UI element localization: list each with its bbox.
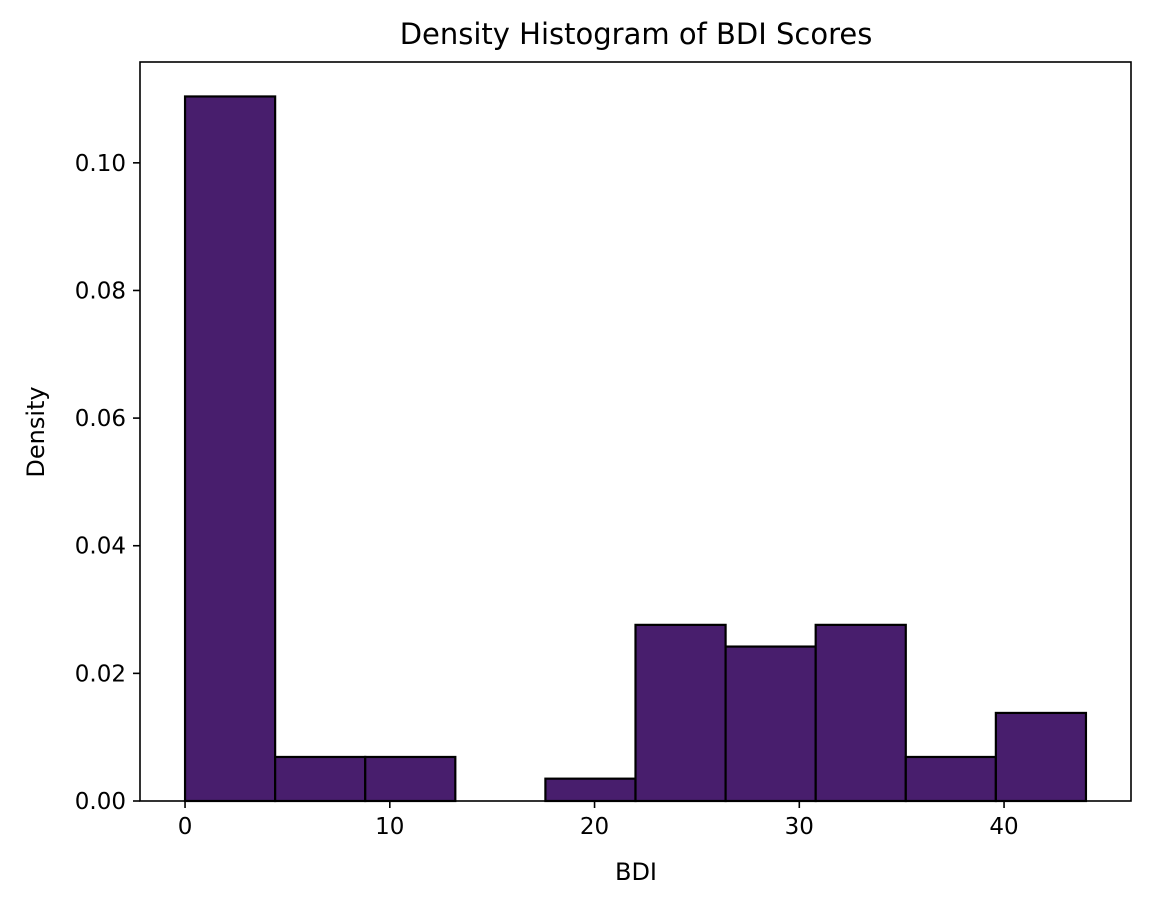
histogram-bar xyxy=(274,755,367,803)
y-tick-label: 0.06 xyxy=(75,406,126,432)
histogram-bar xyxy=(183,95,277,803)
x-tick-label: 40 xyxy=(989,814,1018,840)
histogram-bar xyxy=(904,755,997,803)
x-tick-label: 20 xyxy=(580,814,609,840)
bars-group xyxy=(183,95,1088,803)
histogram-bar xyxy=(814,623,907,803)
histogram-bar xyxy=(994,711,1088,803)
y-tick-label: 0.00 xyxy=(75,789,126,815)
histogram-bar xyxy=(724,645,817,803)
x-axis-label: BDI xyxy=(615,858,657,886)
histogram-bar xyxy=(634,623,727,803)
histogram-bar xyxy=(544,777,637,803)
x-tick-label: 10 xyxy=(375,814,404,840)
x-axis-ticks: 0 10 20 30 40 xyxy=(178,801,1019,840)
chart-title: Density Histogram of BDI Scores xyxy=(400,17,873,51)
y-axis-ticks: 0.00 0.02 0.04 0.06 0.08 0.10 xyxy=(75,151,140,815)
x-tick-label: 0 xyxy=(178,814,193,840)
y-tick-label: 0.02 xyxy=(75,661,126,687)
y-tick-label: 0.08 xyxy=(75,278,126,304)
histogram-bar xyxy=(364,755,457,803)
y-tick-label: 0.04 xyxy=(75,534,126,560)
y-axis-label: Density xyxy=(22,386,50,477)
y-tick-label: 0.10 xyxy=(75,151,126,177)
x-tick-label: 30 xyxy=(785,814,814,840)
plot-frame xyxy=(139,61,1132,802)
